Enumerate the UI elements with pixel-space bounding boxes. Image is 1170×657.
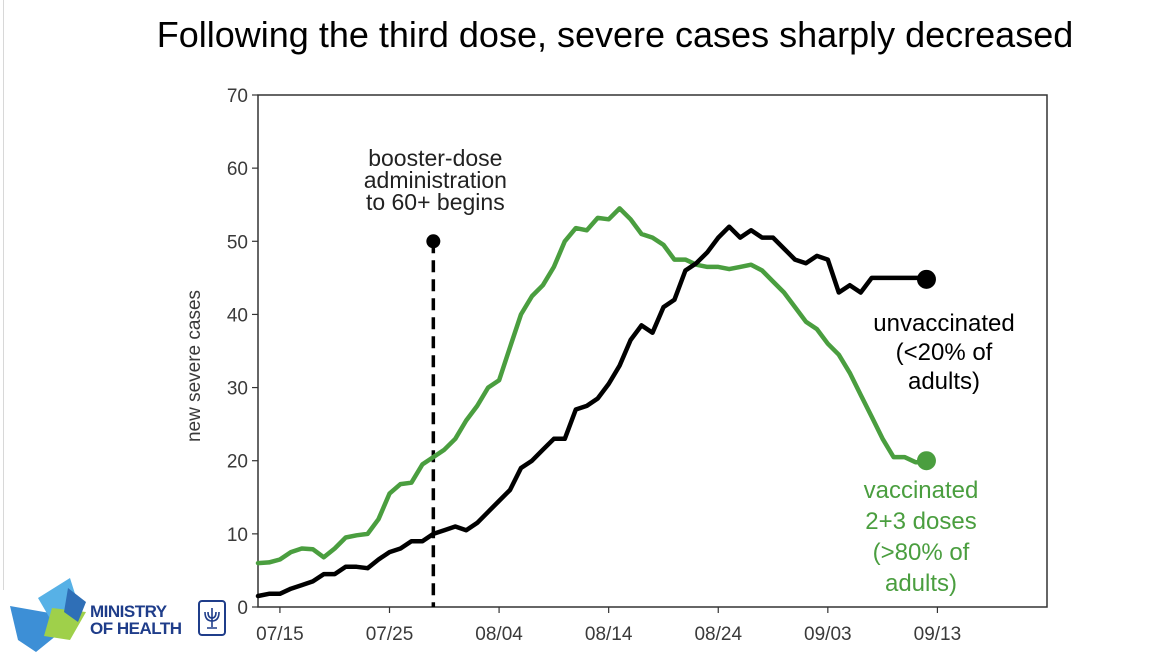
x-tick-label: 07/25 (366, 624, 414, 645)
vaccinated-end-marker (916, 451, 936, 471)
x-tick-label: 07/15 (256, 624, 304, 645)
unvaccinated-series-line (255, 224, 929, 599)
plot-frame (257, 94, 1048, 608)
logo-line-1: MINISTRY (90, 602, 167, 621)
y-tick-label: 40 (227, 305, 248, 326)
logo-line-2: OF HEALTH (90, 619, 182, 638)
vaccinated-series-label: 2+3 doses (865, 508, 976, 535)
y-tick-label: 0 (237, 598, 248, 619)
unvaccinated-series-label: (<20% of (896, 339, 993, 366)
ministry-of-health-logo: MINISTRY OF HEALTH (8, 578, 238, 656)
unvaccinated-end-marker (916, 269, 936, 289)
y-tick-label: 30 (227, 379, 248, 400)
vaccinated-series-label: (>80% of (873, 539, 970, 566)
slide-edge-divider (3, 0, 4, 590)
x-tick-label: 08/14 (585, 624, 633, 645)
unvaccinated-series-label: adults) (908, 368, 980, 395)
booster-annotation-line: administration (364, 167, 507, 193)
x-tick-label: 09/03 (804, 624, 852, 645)
unvaccinated-series-label: unvaccinated (873, 310, 1014, 337)
logo-swoosh-icon (10, 578, 86, 652)
logo-text: MINISTRY OF HEALTH (90, 603, 182, 637)
y-tick-label: 50 (227, 232, 248, 253)
y-tick-label: 20 (227, 452, 248, 473)
x-tick-label: 08/24 (694, 624, 742, 645)
vaccinated-series-label: vaccinated (864, 477, 979, 504)
vaccinated-series-label: adults) (885, 570, 957, 597)
slide-title: Following the third dose, severe cases s… (156, 14, 1074, 55)
vaccinated-series-line (255, 206, 929, 566)
booster-marker-dot (426, 234, 441, 249)
y-tick-label: 10 (227, 525, 248, 546)
y-tick-label: 70 (227, 86, 248, 107)
y-axis-label: new severe cases (184, 290, 205, 442)
x-tick-label: 09/13 (914, 624, 962, 645)
menorah-emblem-icon (198, 600, 226, 636)
y-tick-label: 60 (227, 159, 248, 180)
booster-annotation-line: booster-dose (368, 145, 502, 171)
booster-annotation-line: to 60+ begins (366, 189, 505, 215)
x-tick-label: 08/04 (475, 624, 523, 645)
